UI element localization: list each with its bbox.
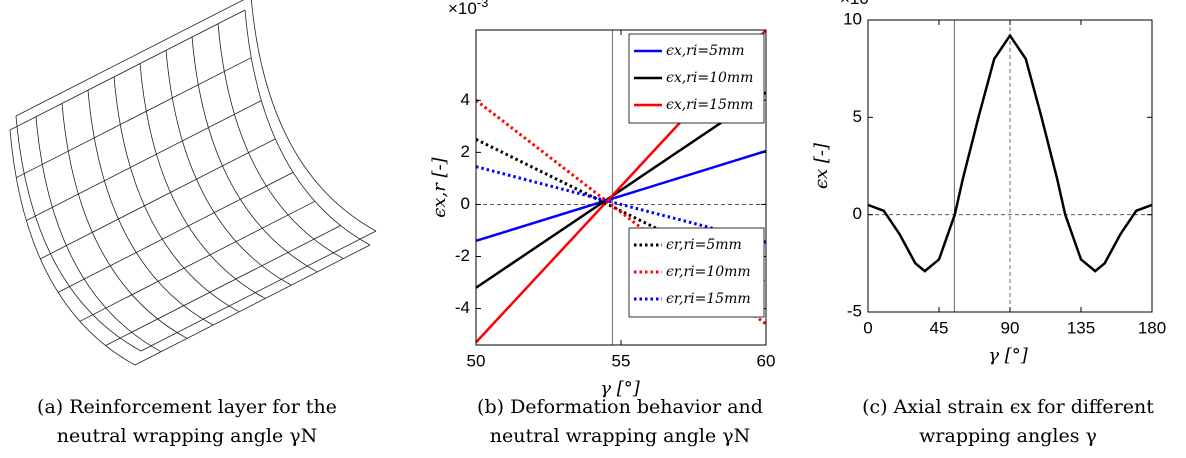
y-tick-label: -2 [455, 246, 470, 265]
x-axis-label: γ [°] [988, 345, 1029, 366]
multiplier-exponent: -3 [477, 0, 489, 10]
y-tick-label: 4 [461, 90, 470, 109]
x-tick-label: 45 [930, 318, 949, 337]
data-line [476, 151, 766, 241]
y-axis-label: ϵx,r [-] [429, 156, 450, 217]
caption: (a) Reinforcement layer for the [37, 396, 337, 418]
y-tick-label: 2 [461, 142, 470, 161]
y-tick-label: -4 [455, 298, 470, 317]
x-tick-label: 0 [863, 318, 872, 337]
x-tick-label: 180 [1138, 318, 1166, 337]
legend-label: ϵx,ri=5mm [666, 43, 745, 59]
caption: neutral wrapping angle γN [57, 425, 317, 447]
figure: (a) Reinforcement layer for the neutral … [0, 0, 1186, 458]
y-tick-label: 10 [843, 9, 862, 28]
legend-label: ϵr,ri=15mm [666, 291, 751, 307]
y-tick-label: 0 [853, 204, 862, 223]
x-tick-label: 50 [467, 351, 486, 370]
y-tick-label: 0 [461, 194, 470, 213]
x-tick-label: 135 [1067, 318, 1095, 337]
y-multiplier: ×10-3 [448, 0, 488, 18]
caption: wrapping angles γ [919, 425, 1097, 447]
y-tick-label: 5 [853, 107, 862, 126]
multiplier-base: ×10 [448, 0, 477, 18]
x-tick-label: 90 [1001, 318, 1020, 337]
caption: (c) Axial strain ϵx for different [862, 396, 1154, 418]
y-tick-label: -5 [847, 301, 862, 320]
x-tick-label: 55 [612, 351, 631, 370]
legend-label: ϵr,ri=10mm [666, 264, 751, 280]
legend-label: ϵr,ri=5mm [666, 237, 742, 253]
y-axis-label: ϵx [-] [811, 142, 832, 189]
wireframe-surface [10, 0, 376, 365]
caption: neutral wrapping angle γN [490, 425, 750, 447]
legend-label: ϵx,ri=15mm [666, 97, 753, 113]
multiplier-base: ×10 [840, 0, 869, 8]
y-multiplier: ×10-3 [840, 0, 880, 8]
caption: (b) Deformation behavior and [477, 396, 763, 418]
legend-label: ϵx,ri=10mm [666, 70, 753, 86]
x-tick-label: 60 [757, 351, 776, 370]
